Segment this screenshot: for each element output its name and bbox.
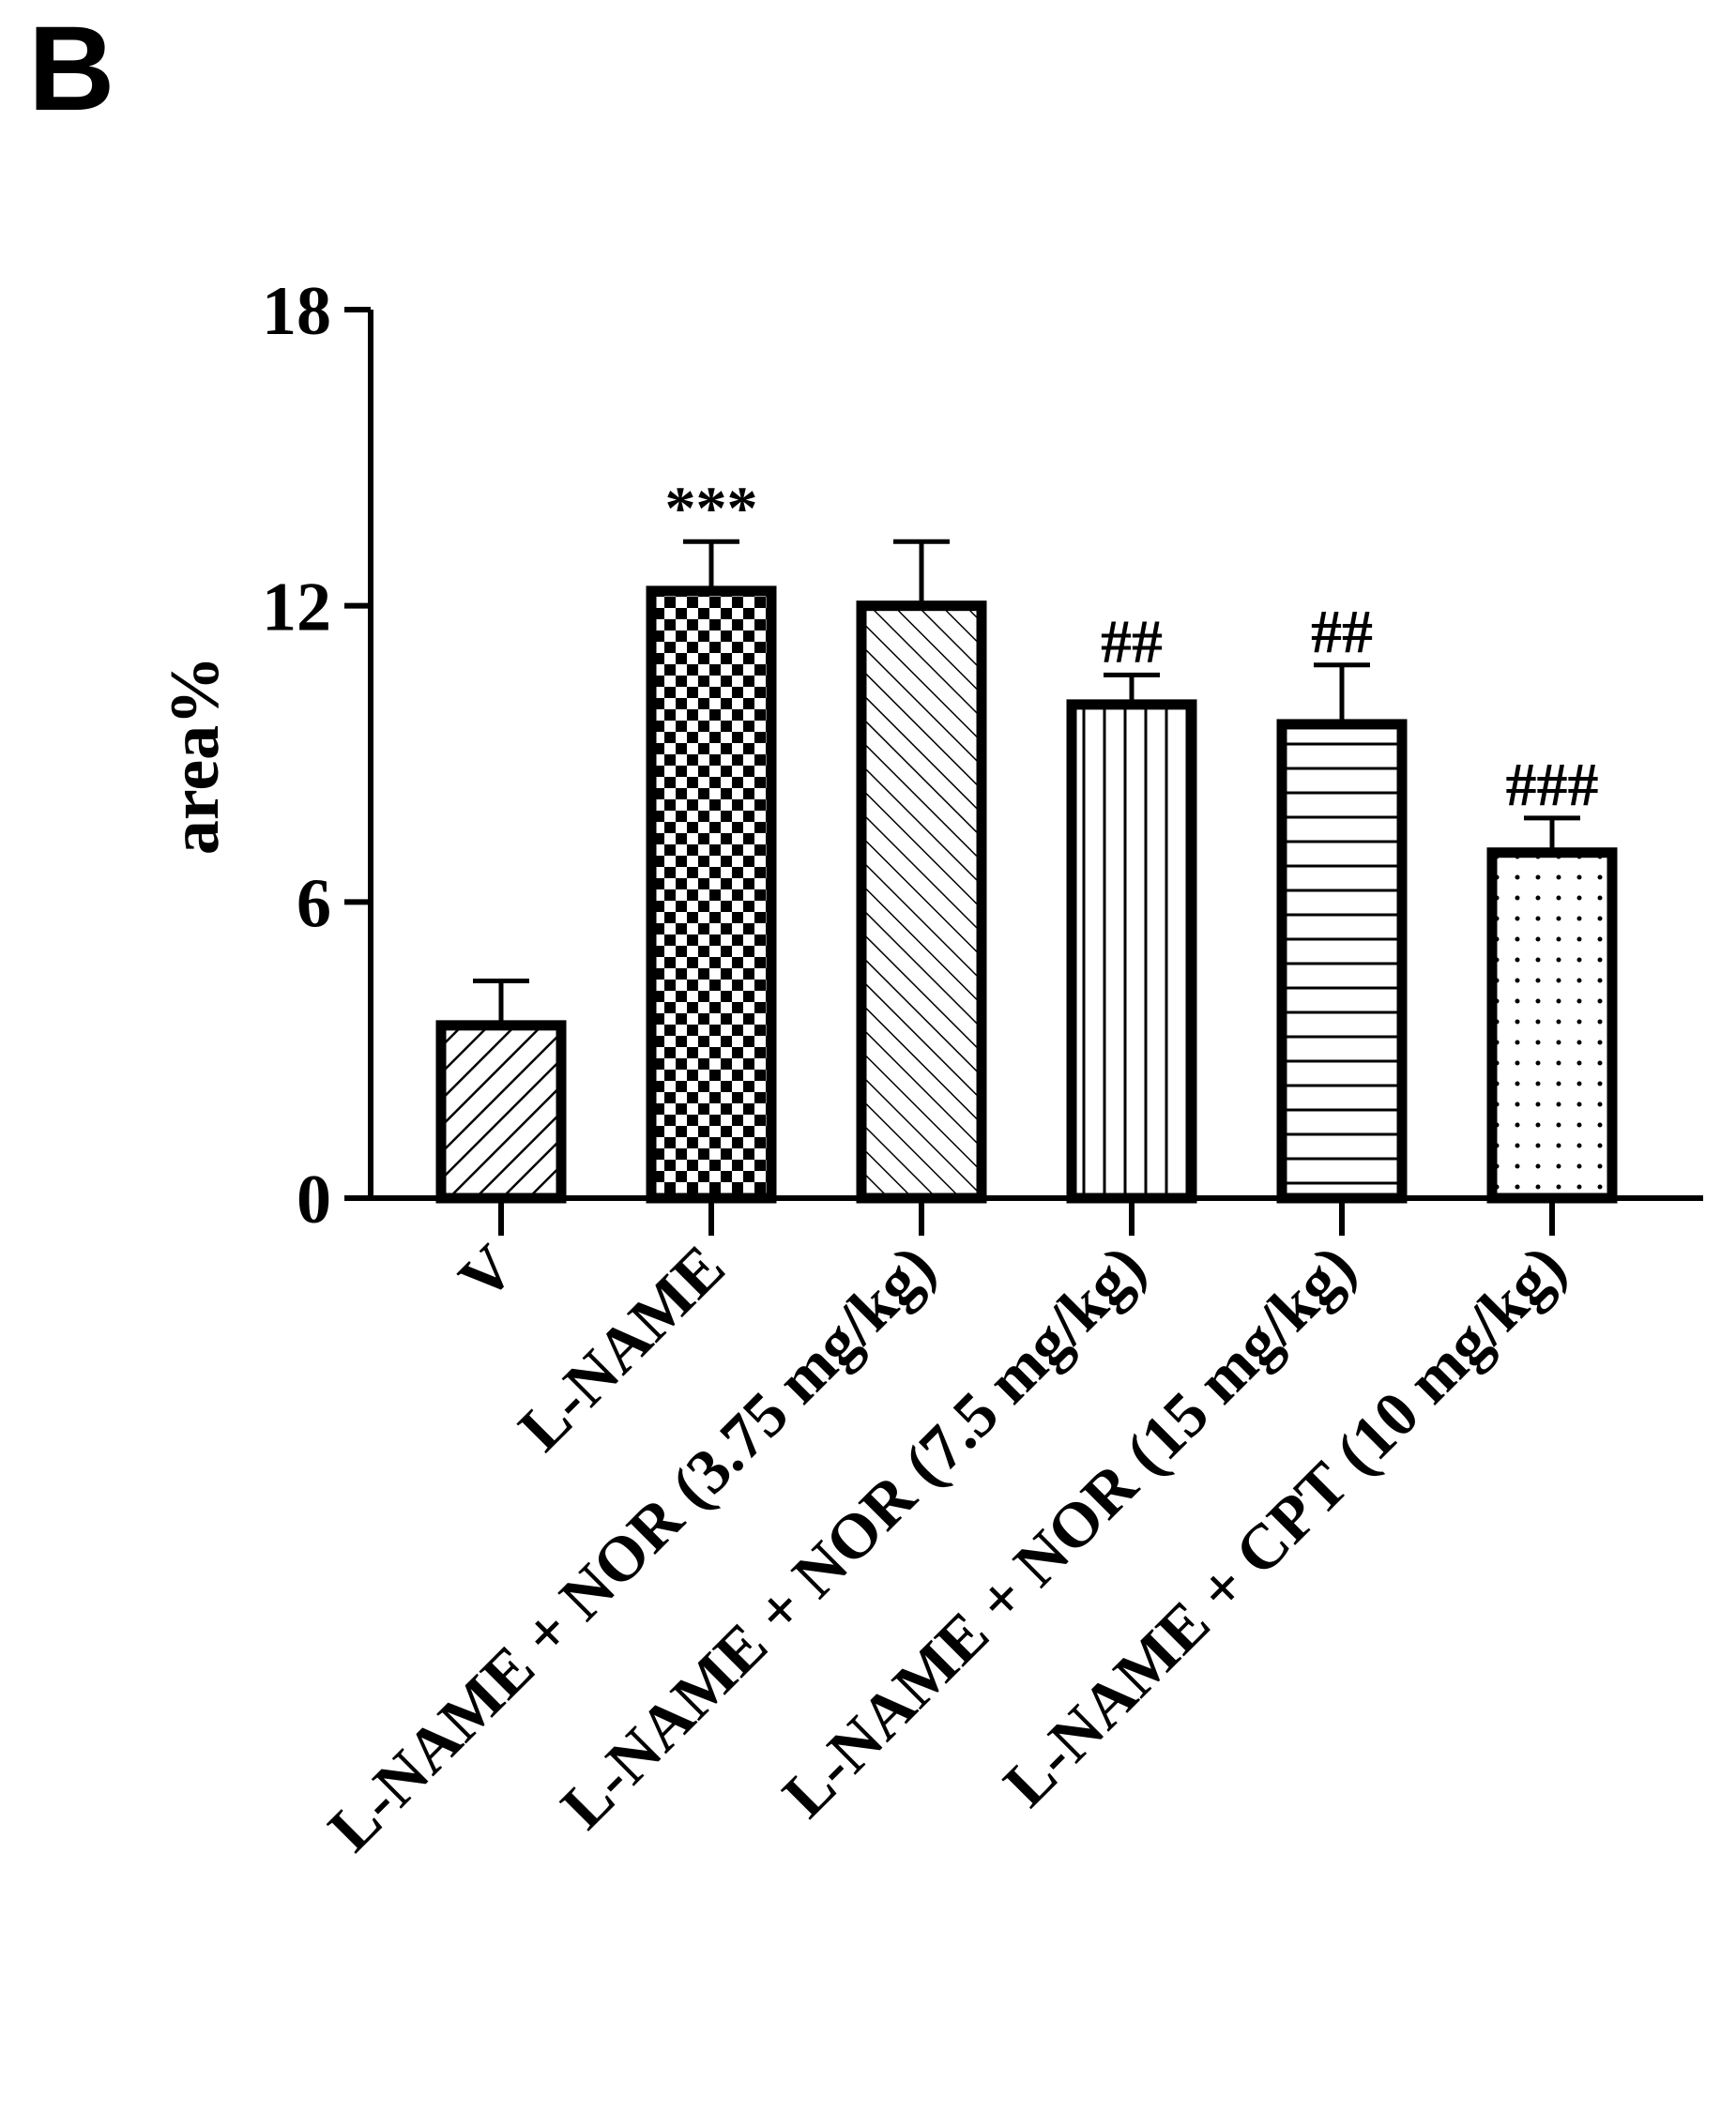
y-tick-label: 0 [297, 1162, 331, 1238]
bar [646, 585, 777, 1204]
bar [435, 1020, 567, 1204]
chart-axes [368, 310, 1703, 1201]
significance-label: ## [1101, 607, 1163, 676]
y-tick-label: 6 [297, 865, 331, 942]
x-tick-label: V [445, 1231, 527, 1314]
significance-label: ### [1506, 751, 1599, 819]
significance-label: *** [665, 474, 758, 542]
bars: ***## ##### [435, 474, 1618, 1204]
bar [1066, 699, 1197, 1204]
bar [1486, 847, 1618, 1204]
significance-label: ## [1311, 598, 1373, 666]
y-tick-label: 18 [262, 273, 331, 350]
bar [1276, 719, 1408, 1204]
y-ticks: 0 6 12 18 [262, 273, 371, 1238]
y-axis-label: area% [157, 656, 234, 855]
panel-label: B [28, 2, 115, 136]
y-tick-label: 12 [262, 570, 331, 646]
bar [856, 600, 987, 1204]
